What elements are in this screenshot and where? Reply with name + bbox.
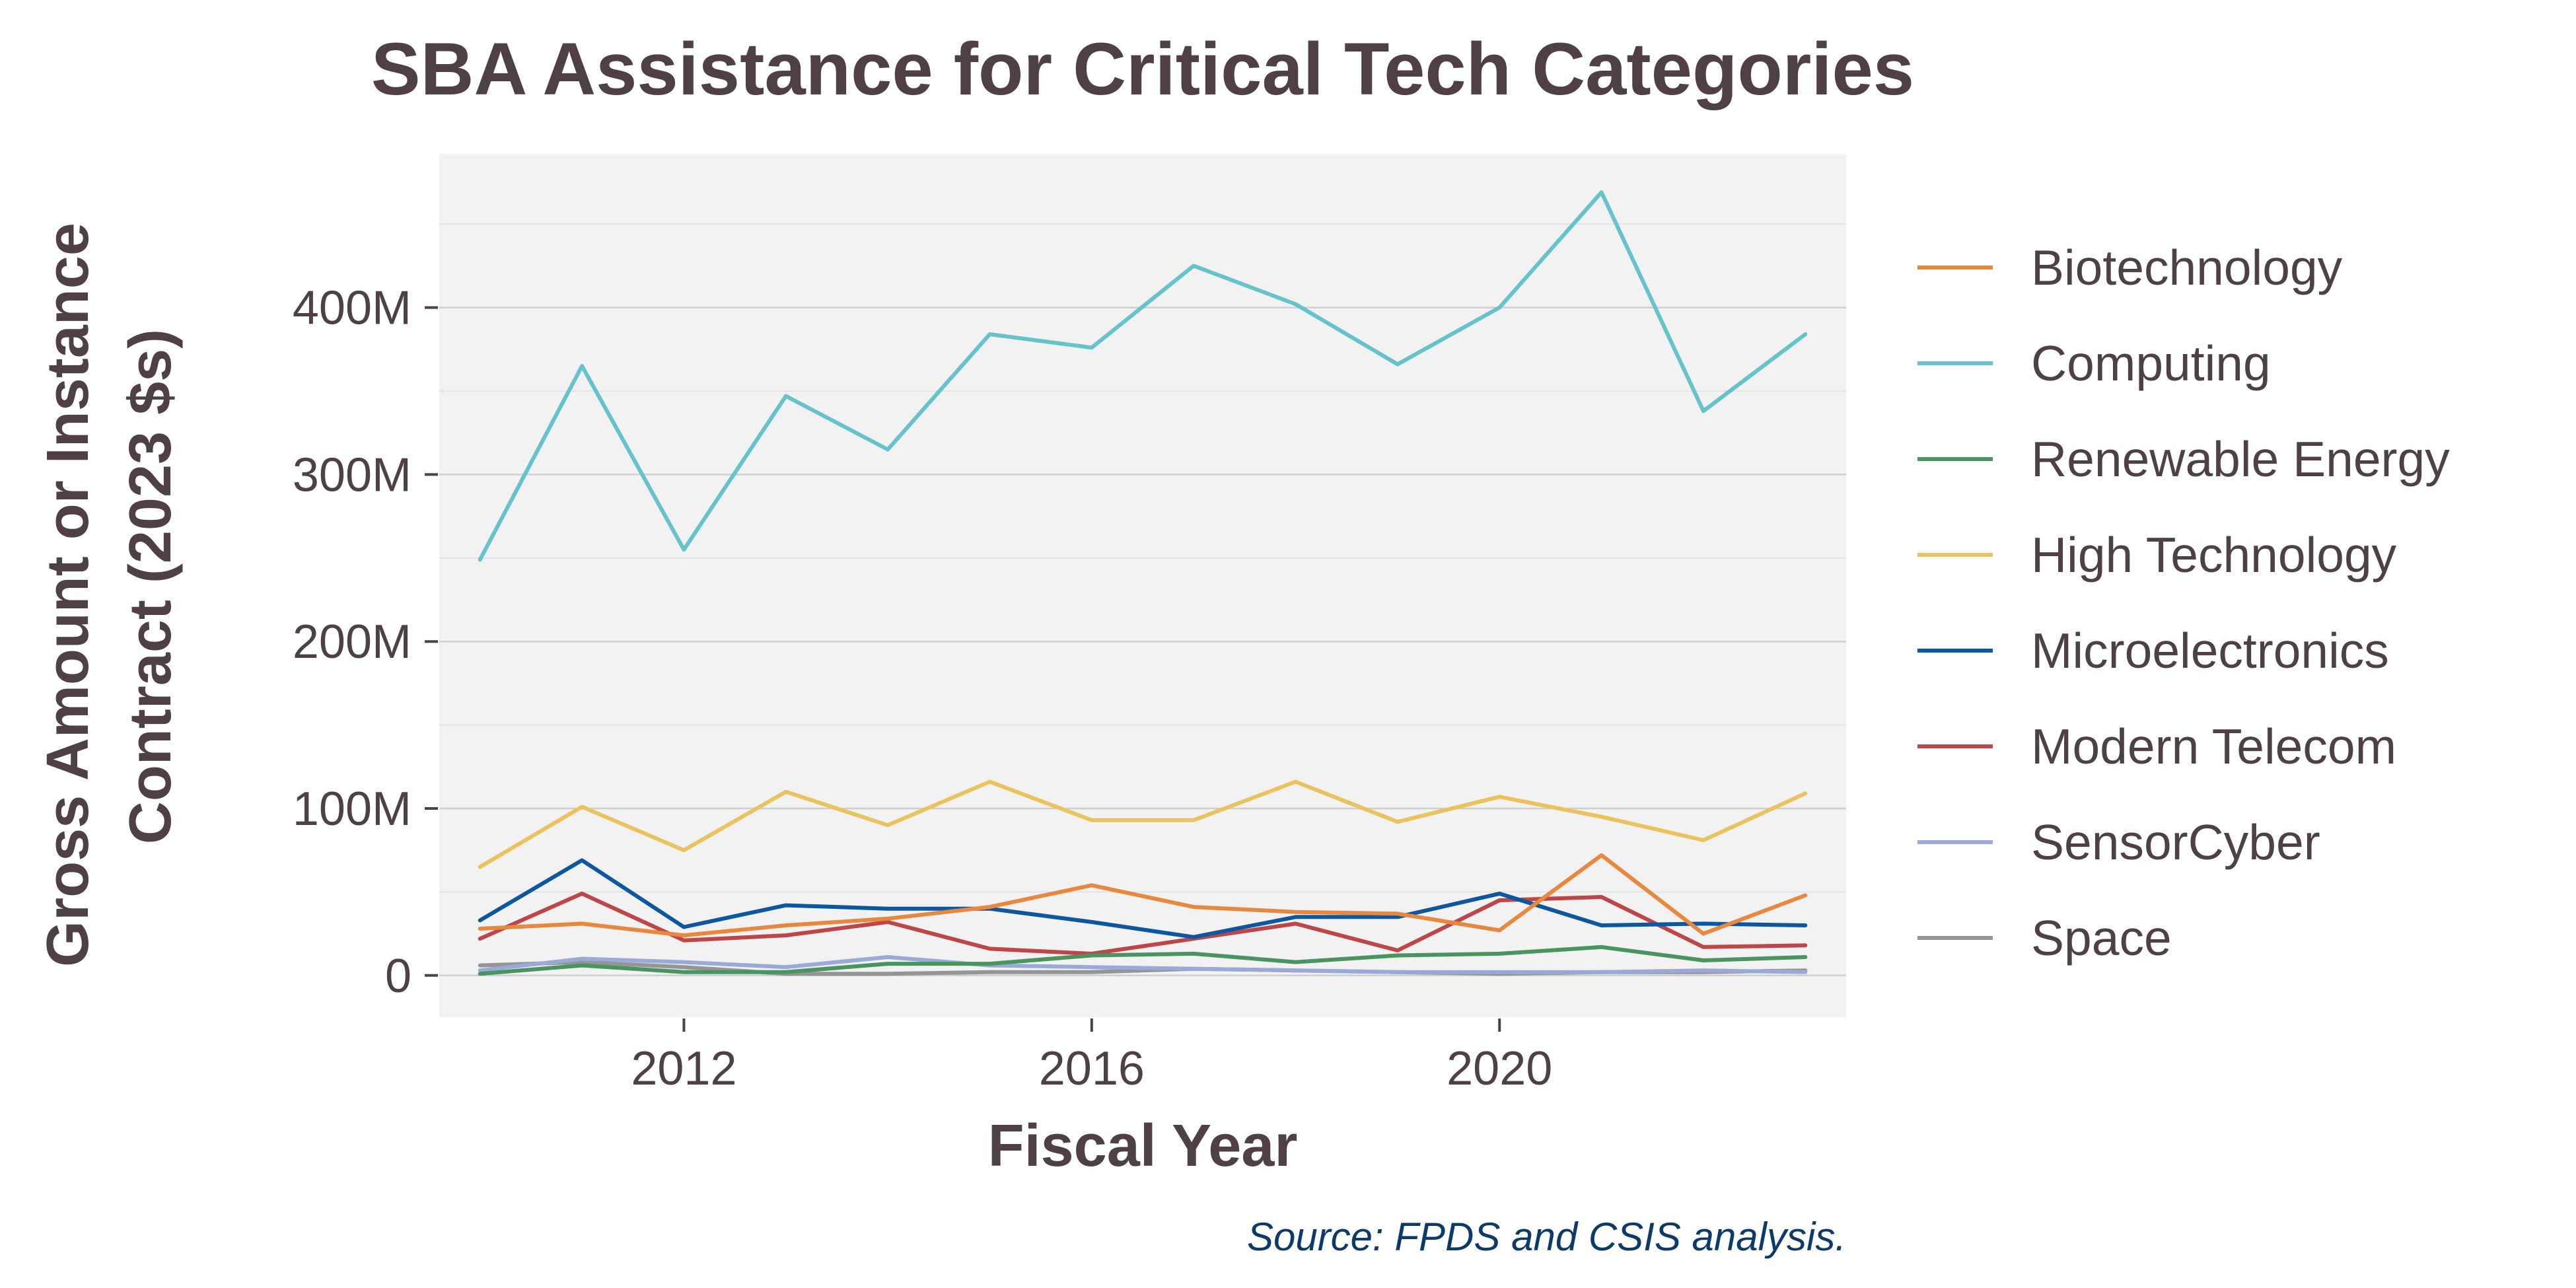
- legend-label-high-technology: High Technology: [2031, 527, 2397, 583]
- x-tick-label: 2016: [1039, 1042, 1145, 1095]
- legend: Biotechnology Computing Renewable Energy Hi…: [1917, 240, 2450, 966]
- legend-label-renewable-energy: Renewable Energy: [2031, 431, 2450, 487]
- y-axis-ticks: 0 100M 200M 300M 400M: [293, 282, 438, 1003]
- legend-label-sensorcyber: SensorCyber: [2031, 814, 2320, 870]
- series-line-biotechnology: [478, 853, 1808, 938]
- y-tick-label: 200M: [293, 616, 411, 668]
- y-axis-title-line-1: Gross Amount or Instance: [35, 223, 101, 967]
- series-line-modern-telecom: [478, 891, 1808, 956]
- legend-label-space: Space: [2031, 910, 2172, 966]
- x-axis-ticks: 2012 2016 2020: [631, 1019, 1552, 1095]
- y-tick-label: 400M: [293, 282, 411, 335]
- legend-label-modern-telecom: Modern Telecom: [2031, 719, 2396, 774]
- legend-label-biotechnology: Biotechnology: [2031, 240, 2343, 295]
- x-tick-label: 2012: [631, 1042, 736, 1095]
- y-tick-label: 100M: [293, 783, 411, 836]
- series-lines: [478, 190, 1808, 976]
- series-line-renewable-energy: [478, 945, 1808, 976]
- legend-label-microelectronics: Microelectronics: [2031, 623, 2389, 678]
- series-line-sensorcyber: [478, 955, 1808, 974]
- svg-text:Gross Amount or Instance: Gross Amount or Instance Contract (2023 …: [35, 206, 184, 967]
- x-axis-title: Fiscal Year: [988, 1113, 1298, 1179]
- source-caption: Source: FPDS and CSIS analysis.: [1247, 1215, 1846, 1259]
- y-axis-title-line-2: Contract (2023 $s): [118, 329, 184, 844]
- chart-title: SBA Assistance for Critical Tech Categor…: [371, 28, 1914, 110]
- plot-area: [439, 154, 1846, 1017]
- y-tick-label: 300M: [293, 448, 411, 501]
- legend-label-computing: Computing: [2031, 336, 2271, 391]
- series-line-microelectronics: [478, 858, 1808, 939]
- series-line-high-technology: [478, 779, 1808, 869]
- x-tick-label: 2020: [1447, 1042, 1552, 1095]
- y-axis-title: Gross Amount or Instance Contract (2023 …: [35, 206, 184, 967]
- series-line-computing: [478, 190, 1808, 562]
- y-tick-label: 0: [385, 950, 411, 1003]
